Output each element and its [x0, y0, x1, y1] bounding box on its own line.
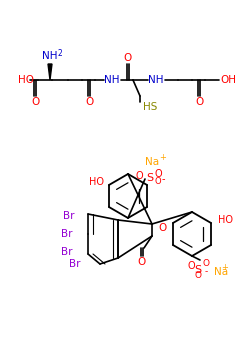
Text: Na: Na [145, 157, 159, 167]
Text: NH: NH [148, 75, 164, 85]
Text: S: S [146, 173, 154, 183]
Text: Br: Br [64, 211, 75, 221]
Text: O: O [136, 171, 143, 181]
Text: O: O [138, 257, 146, 267]
Text: O: O [187, 261, 195, 271]
Text: Na: Na [214, 267, 228, 277]
Text: O: O [195, 97, 203, 107]
Text: HO: HO [89, 177, 104, 187]
Text: +: + [222, 264, 228, 273]
Text: O: O [124, 53, 132, 63]
Text: Br: Br [62, 247, 73, 257]
Text: Br: Br [62, 229, 73, 239]
Text: HO: HO [218, 215, 233, 225]
Text: +: + [160, 154, 166, 162]
Text: O: O [154, 169, 162, 179]
Text: Br: Br [68, 259, 80, 269]
Text: O: O [155, 177, 161, 187]
Text: OH: OH [220, 75, 236, 85]
Text: HO: HO [18, 75, 34, 85]
Text: O: O [85, 97, 93, 107]
Text: O: O [194, 272, 202, 280]
Text: NH: NH [104, 75, 120, 85]
Text: -: - [204, 267, 208, 276]
Text: HS: HS [143, 102, 158, 112]
Text: S: S [194, 265, 202, 275]
Text: O: O [31, 97, 39, 107]
Text: O: O [202, 259, 209, 268]
Text: -: - [161, 174, 165, 184]
Text: O: O [158, 223, 166, 233]
Polygon shape [48, 64, 52, 80]
Text: 2: 2 [58, 49, 62, 57]
Text: NH: NH [42, 51, 58, 61]
